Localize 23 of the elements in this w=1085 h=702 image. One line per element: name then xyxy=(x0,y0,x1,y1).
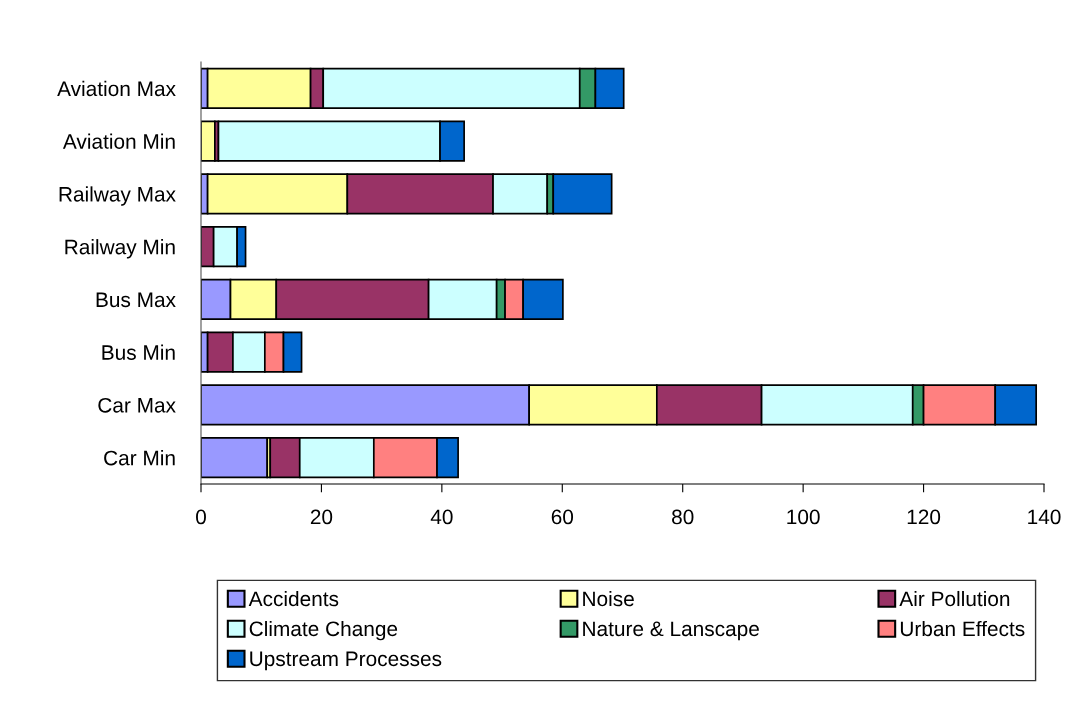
legend-label: Air Pollution xyxy=(899,590,1010,607)
y-tick-label: Car Min xyxy=(104,450,175,466)
y-tick-label: Railway Min xyxy=(65,239,175,259)
legend-label: Accidents xyxy=(248,590,339,607)
legend-label: Noise xyxy=(583,590,634,607)
x-tick-label: 100 xyxy=(787,509,820,525)
y-tick-label: Aviation Min xyxy=(62,133,175,149)
x-tick-label: 80 xyxy=(672,509,694,525)
legend-label: Upstream Processes xyxy=(250,651,442,671)
y-tick-label: Railway Max xyxy=(59,186,176,206)
x-tick-label: 140 xyxy=(1028,509,1061,525)
legend-label: Nature & Lanscape xyxy=(583,621,759,641)
legend-label: Urban Effects xyxy=(900,620,1025,637)
x-tick-label: 120 xyxy=(907,509,941,525)
y-tick-label: Car Max xyxy=(98,397,176,413)
x-tick-label: 0 xyxy=(196,509,206,525)
legend-label: Climate Change xyxy=(249,620,398,641)
y-tick-label: Aviation Max xyxy=(57,80,176,97)
y-tick-label: Bus Max xyxy=(96,292,176,308)
x-tick-label: 60 xyxy=(551,509,574,525)
y-tick-label: Bus Min xyxy=(102,344,175,360)
x-tick-label: 40 xyxy=(430,509,453,525)
x-tick-label: 20 xyxy=(310,509,333,525)
